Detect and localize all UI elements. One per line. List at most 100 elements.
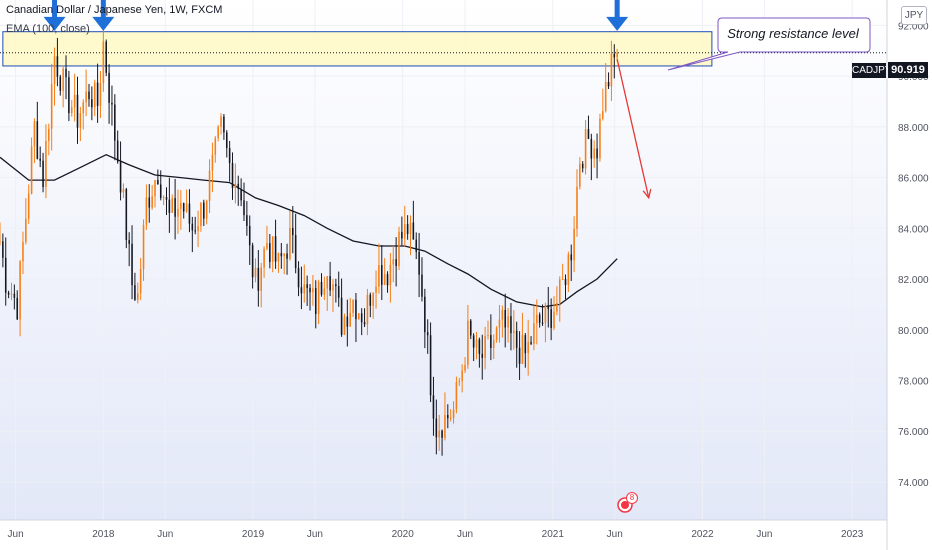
y-tick-label: 74.000 [898, 478, 929, 489]
candle-body [42, 160, 44, 187]
candle-body [492, 339, 495, 348]
candle-body [550, 309, 552, 328]
candle-body [524, 335, 527, 354]
candle-body [27, 193, 30, 219]
resistance-zone [2, 31, 713, 67]
candle-body [59, 76, 62, 91]
candle-body [263, 248, 265, 268]
candle-body [185, 203, 188, 212]
candle-body [602, 110, 604, 119]
candles-layer [0, 27, 618, 456]
candle-body [383, 274, 386, 285]
x-tick-label: 2021 [542, 529, 565, 540]
candle-body [102, 41, 105, 84]
candle-body [148, 197, 151, 208]
candle-body [510, 316, 512, 334]
candle-body [231, 162, 234, 189]
candle-body [590, 138, 593, 159]
candle-body [303, 284, 306, 294]
candle-body [220, 116, 222, 127]
candle-body [352, 299, 354, 313]
candle-body [266, 243, 268, 249]
y-tick-label: 82.000 [898, 275, 929, 286]
indicator-legend[interactable]: EMA (100, close) [6, 23, 90, 35]
candle-body [240, 188, 242, 201]
candle-body [472, 335, 475, 348]
candle-body [329, 276, 331, 291]
candle-body [412, 222, 415, 240]
candle-body [208, 170, 211, 201]
y-tick-label: 88.000 [898, 123, 929, 134]
currency-button[interactable]: JPY [901, 6, 927, 25]
candle-body [82, 102, 85, 114]
candle-body [214, 138, 217, 155]
candle-body [343, 316, 346, 335]
x-tick-label: 2018 [92, 529, 115, 540]
candle-body [358, 313, 360, 320]
candle-body [154, 179, 156, 197]
candle-body [162, 197, 165, 199]
candle-body [332, 284, 334, 291]
symbol-price-label: CADJPY [852, 63, 892, 78]
candle-body [306, 284, 308, 288]
candle-body [467, 320, 469, 365]
candle-body [312, 288, 314, 293]
candle-body [45, 141, 47, 187]
candle-body [340, 297, 343, 335]
candle-body [105, 41, 107, 73]
candle-body [593, 148, 595, 159]
candle-body [246, 215, 248, 226]
candle-body [48, 128, 50, 142]
candle-body [507, 316, 509, 328]
candle-body [392, 259, 395, 265]
candle-body [88, 91, 90, 100]
candle-body [200, 202, 202, 227]
candle-body [432, 395, 435, 419]
candle-body [171, 198, 174, 213]
candle-body [441, 430, 443, 438]
candle-body [536, 314, 538, 324]
candle-body [25, 218, 27, 243]
plot-background [0, 0, 887, 520]
candle-body [556, 303, 558, 312]
candle-body [570, 254, 573, 261]
candle-body [131, 243, 133, 286]
candle-body [581, 163, 584, 169]
candle-body [205, 200, 208, 219]
resistance-callout-text: Strong resistance level [727, 26, 859, 41]
candle-body [269, 243, 271, 262]
candle-body [182, 203, 185, 212]
candle-body [558, 279, 561, 304]
candle-body [481, 353, 484, 358]
candle-body [435, 418, 438, 438]
candle-body [174, 198, 176, 217]
candle-body [561, 279, 564, 281]
candle-body [165, 197, 168, 200]
candle-body [504, 309, 507, 328]
candle-body [203, 202, 205, 219]
candle-body [599, 118, 601, 159]
candle-body [223, 116, 225, 133]
candle-body [515, 330, 518, 348]
candle-body [372, 292, 374, 306]
candle-body [254, 267, 257, 278]
resistance-callout-box [667, 17, 871, 71]
candle-body [495, 327, 498, 340]
candle-body [320, 281, 323, 295]
candle-body [478, 339, 481, 354]
candle-body [547, 305, 550, 310]
candle-body [260, 267, 263, 291]
candle-body [36, 121, 39, 159]
y-tick-label: 80.000 [898, 326, 929, 337]
x-tick-label: Jun [756, 529, 772, 540]
candle-body [369, 294, 372, 306]
candle-body [403, 224, 406, 239]
candle-body [521, 335, 524, 364]
y-tick-label: 78.000 [898, 376, 929, 387]
candle-body [151, 196, 153, 208]
candle-body [50, 84, 53, 129]
candle-body [415, 239, 418, 252]
candle-body [429, 335, 432, 396]
projection-arrow-head-icon [642, 188, 652, 200]
